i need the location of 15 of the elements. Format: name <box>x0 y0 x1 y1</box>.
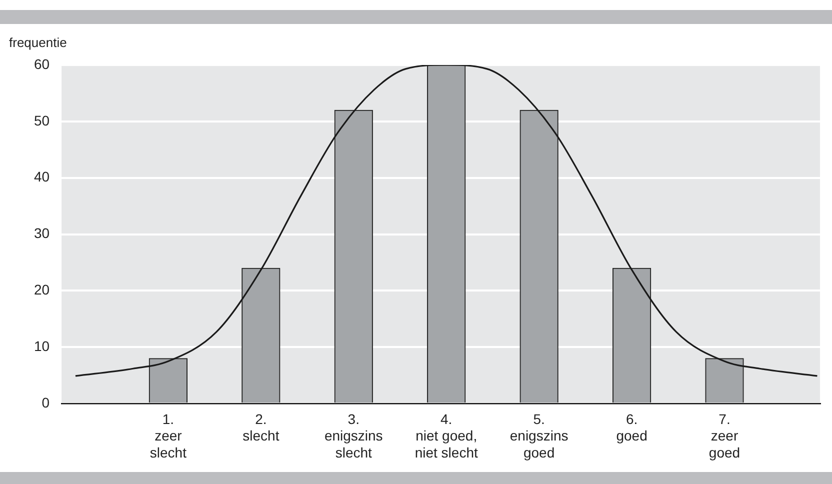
y-tick-label: 10 <box>34 338 50 354</box>
y-tick-label: 20 <box>34 282 50 298</box>
x-tick-label: 4. niet goed, niet slecht <box>414 410 478 460</box>
y-tick-label: 60 <box>34 56 50 72</box>
y-tick-label: 0 <box>42 394 50 410</box>
x-tick-label: 5. enigszins goed <box>510 410 568 460</box>
y-tick-label: 50 <box>34 112 50 128</box>
y-tick-label: 30 <box>34 225 50 242</box>
x-tick-label: 6. goed <box>616 410 648 444</box>
x-tick-label: 2. slecht <box>242 410 280 444</box>
y-tick-label: 40 <box>34 168 50 185</box>
x-tick-label: 7. zeer goed <box>708 410 740 460</box>
y-axis-title: frequentie <box>9 35 67 50</box>
x-tick-label: 3. enigszins slecht <box>324 410 383 460</box>
x-tick-label: 1. zeer slecht <box>150 410 187 460</box>
